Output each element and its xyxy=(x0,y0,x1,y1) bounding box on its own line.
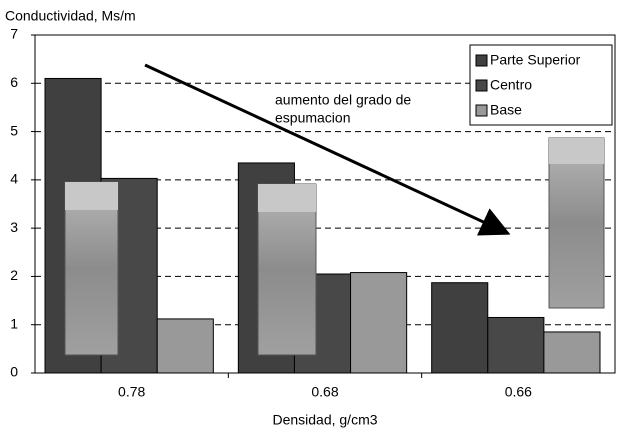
annotation: aumento del grado de xyxy=(275,92,411,108)
photo xyxy=(257,183,317,356)
photos xyxy=(64,137,605,356)
photo xyxy=(548,137,605,309)
trend-arrow xyxy=(144,63,511,236)
y-tick-label: 1 xyxy=(10,315,18,331)
bar xyxy=(156,318,214,374)
x-tick-label: 0.68 xyxy=(311,384,338,400)
legend: Parte Superior Centro Base xyxy=(469,44,613,126)
legend-box xyxy=(469,44,613,126)
x-tick-label: 0.66 xyxy=(505,384,532,400)
bar xyxy=(431,282,489,374)
y-tick-label: 7 xyxy=(10,26,18,42)
bar xyxy=(350,272,408,374)
y-tick-label: 4 xyxy=(10,171,18,187)
y-tick-label: 2 xyxy=(10,267,18,283)
legend-label: Centro xyxy=(490,77,532,93)
x-axis-label: Densidad, g/cm3 xyxy=(272,412,377,428)
y-tick-label: 6 xyxy=(10,74,18,90)
legend-swatch xyxy=(475,54,488,67)
ruler xyxy=(549,138,604,164)
y-tick-label: 3 xyxy=(10,219,18,235)
bar xyxy=(543,331,601,374)
legend-swatch xyxy=(475,79,488,92)
y-tick-label: 0 xyxy=(10,364,18,380)
legend-label: Parte Superior xyxy=(490,52,581,68)
legend-swatch xyxy=(475,104,488,117)
y-tick-label: 5 xyxy=(10,122,18,138)
bar xyxy=(487,316,545,374)
x-tick-label: 0.78 xyxy=(118,384,145,400)
ruler xyxy=(65,182,118,210)
legend-label: Base xyxy=(490,102,522,118)
photo xyxy=(64,181,119,356)
annotation: espumacion xyxy=(275,110,351,126)
y-axis-label: Conductividad, Ms/m xyxy=(5,8,136,24)
ruler xyxy=(258,184,316,212)
